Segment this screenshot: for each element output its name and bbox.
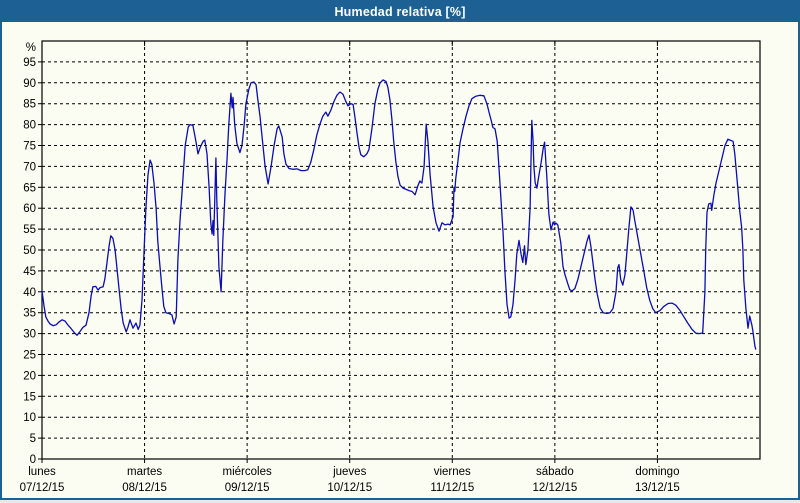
- humidity-chart: 05101520253035404550556065707580859095%l…: [20, 40, 761, 494]
- x-day-name-label: martes: [127, 466, 162, 478]
- y-tick-label: 50: [23, 245, 36, 257]
- y-axis-unit-label: %: [26, 42, 36, 54]
- y-tick-label: 60: [23, 203, 36, 215]
- y-tick-label: 90: [23, 78, 36, 90]
- x-day-name-label: miércoles: [223, 466, 272, 478]
- x-day-date-label: 11/12/15: [430, 482, 474, 494]
- x-gridlines: lunes 07/12/15 martes 08/12/15 miércoles 09/1…: [20, 41, 680, 494]
- y-tick-label: 65: [23, 182, 36, 194]
- x-day-date-label: 10/12/15: [327, 482, 372, 494]
- humidity-series-line: [41, 79, 757, 350]
- window-title: Humedad relativa [%]: [2, 2, 798, 22]
- x-day-date-label: 12/12/15: [532, 482, 577, 494]
- y-tick-label: 85: [23, 99, 36, 111]
- y-tick-label: 15: [23, 391, 36, 403]
- y-tick-label: 20: [23, 370, 36, 382]
- y-tick-label: 45: [23, 266, 36, 278]
- y-tick-label: 95: [23, 57, 36, 69]
- x-day-name-label: sábado: [536, 466, 574, 478]
- x-day-date-label: 09/12/15: [225, 482, 270, 494]
- y-tick-label: 25: [23, 350, 36, 362]
- y-tick-label: 30: [23, 329, 36, 341]
- x-day-date-label: 07/12/15: [20, 482, 65, 494]
- y-tick-label: 0: [30, 454, 36, 466]
- x-day-name-label: domingo: [635, 466, 679, 478]
- y-tick-label: 80: [23, 120, 36, 132]
- y-tick-label: 10: [23, 412, 36, 424]
- x-day-date-label: 08/12/15: [122, 482, 167, 494]
- y-tick-label: 55: [23, 224, 36, 236]
- y-tick-label: 75: [23, 141, 36, 153]
- y-tick-label: 5: [30, 433, 36, 445]
- chart-area: 0 5 10 15 20 25 30 35 40 45 50 55 60 65 70 75 80 85 90 95% l…: [2, 22, 798, 498]
- x-day-date-label: 13/12/15: [635, 482, 680, 494]
- y-tick-label: 70: [23, 161, 36, 173]
- y-tick-label: 40: [23, 287, 36, 299]
- y-tick-label: 35: [23, 308, 36, 320]
- x-day-name-label: jueves: [332, 466, 366, 478]
- y-gridlines: 0 5 10 15 20 25 30 35 40 45 50 55 60 65 70 75 80 85 90 95%: [23, 42, 760, 466]
- x-day-name-label: lunes: [28, 466, 56, 478]
- plot-frame: [41, 40, 761, 460]
- x-day-name-label: viernes: [434, 466, 471, 478]
